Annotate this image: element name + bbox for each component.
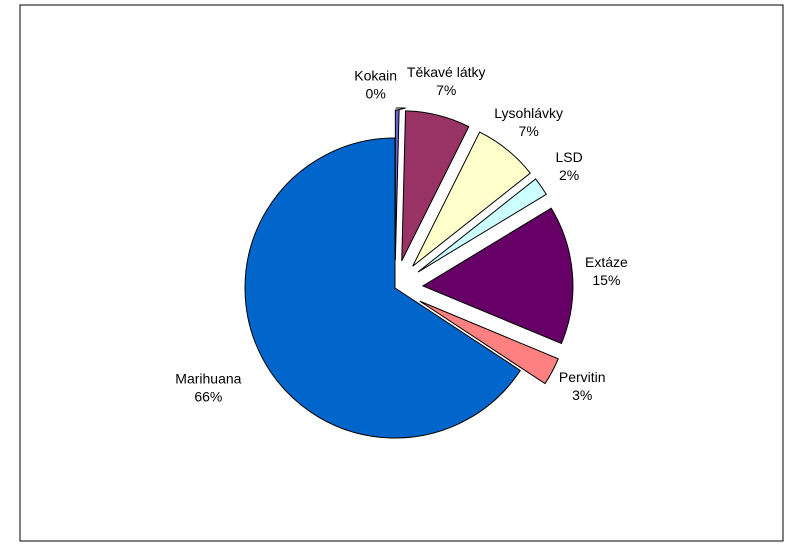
slice-label: Lysohlávky [494, 105, 563, 121]
slice-value-label: 7% [436, 82, 456, 98]
pie-slice [419, 300, 559, 385]
slice-label: Kokain [354, 68, 397, 84]
pie-slice [412, 131, 531, 267]
slice-label: Extáze [585, 254, 628, 270]
slice-value-label: 3% [572, 387, 592, 403]
slice-value-label: 2% [559, 167, 579, 183]
slice-label: LSD [556, 149, 583, 165]
pie-slice [421, 207, 574, 345]
slice-label: Marihuana [175, 370, 241, 386]
pie-slice [401, 110, 470, 262]
slice-value-label: 15% [592, 272, 620, 288]
pie-slice [417, 178, 547, 273]
slice-label: Pervitin [559, 369, 606, 385]
slice-value-label: 66% [194, 388, 222, 404]
slice-value-label: 0% [366, 86, 386, 102]
pie-slice [244, 137, 521, 439]
chart-frame [19, 4, 784, 542]
slice-label: Těkavé látky [407, 64, 486, 80]
leader-line [395, 107, 406, 111]
slice-value-label: 7% [519, 123, 539, 139]
